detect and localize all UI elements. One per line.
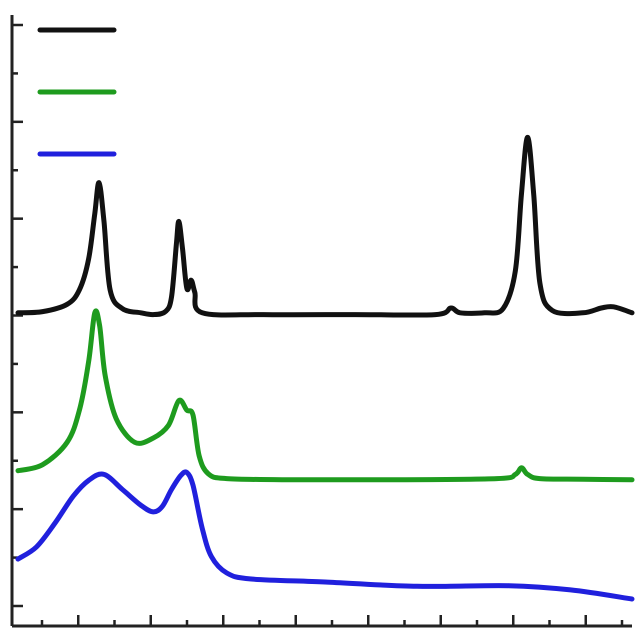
axes bbox=[10, 15, 632, 628]
legend bbox=[37, 27, 117, 157]
series-line-2 bbox=[15, 308, 635, 483]
series-line-3 bbox=[15, 469, 635, 602]
series-line-1 bbox=[15, 134, 635, 318]
series-group bbox=[15, 134, 635, 602]
